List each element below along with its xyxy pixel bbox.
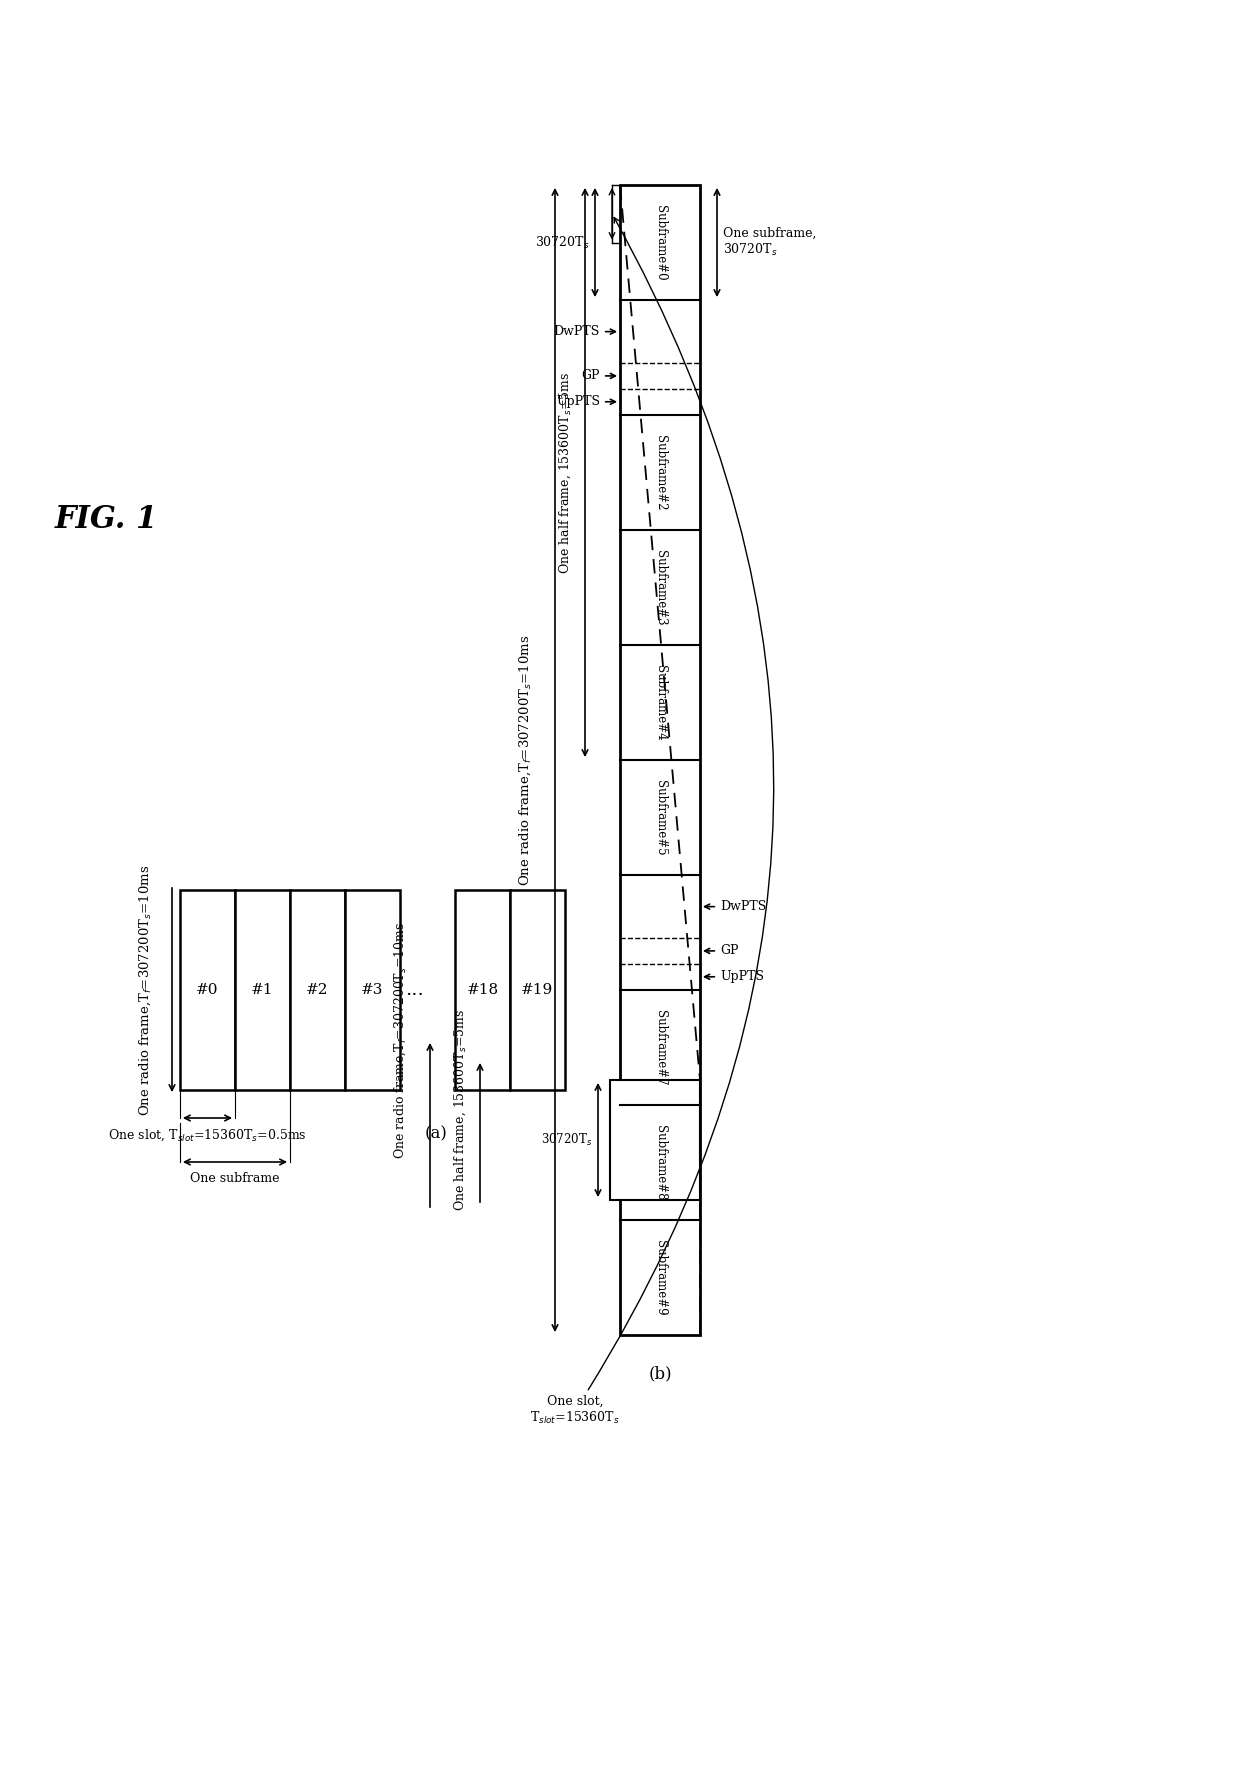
Text: DwPTS: DwPTS [704,901,766,913]
Bar [620,186,701,1334]
Text: UpPTS: UpPTS [704,970,764,983]
Text: DwPTS: DwPTS [554,325,615,339]
Bar [345,890,401,1090]
Bar [610,1079,701,1201]
Text: #19: #19 [521,983,553,997]
Text: UpPTS: UpPTS [556,396,615,409]
Text: Subframe#5: Subframe#5 [653,780,667,855]
Text: Subframe#4: Subframe#4 [653,665,667,740]
Text: #3: #3 [361,983,383,997]
Text: One half frame, 153600T$_s$=5ms: One half frame, 153600T$_s$=5ms [453,1010,467,1211]
Text: Subframe#9: Subframe#9 [653,1240,667,1315]
Text: GP: GP [704,944,739,958]
Text: Subframe#0: Subframe#0 [653,205,667,280]
Text: ...: ... [405,981,424,999]
Bar [510,890,565,1090]
Text: Subframe#2: Subframe#2 [653,435,667,510]
Text: One half frame, 153600T$_s$=5ms: One half frame, 153600T$_s$=5ms [557,371,573,574]
Text: #18: #18 [466,983,498,997]
Text: (a): (a) [425,1126,448,1142]
Text: GP: GP [582,369,615,382]
Bar [180,890,236,1090]
Text: One radio frame,T$_f$=307200T$_s$=10ms: One radio frame,T$_f$=307200T$_s$=10ms [517,635,533,885]
Text: #2: #2 [306,983,329,997]
Text: One radio frame,T$_f$=307200T$_s$=10ms: One radio frame,T$_f$=307200T$_s$=10ms [138,863,153,1115]
Text: 30720T$_s$: 30720T$_s$ [536,234,590,250]
Bar [290,890,345,1090]
Text: One slot, T$_{slot}$=15360T$_s$=0.5ms: One slot, T$_{slot}$=15360T$_s$=0.5ms [108,1127,306,1144]
Text: One slot,
T$_{slot}$=15360T$_s$: One slot, T$_{slot}$=15360T$_s$ [531,218,774,1427]
Text: One subframe: One subframe [190,1172,280,1185]
Text: #1: #1 [252,983,274,997]
Text: (b): (b) [649,1365,672,1383]
Text: Subframe#3: Subframe#3 [653,549,667,626]
Text: One subframe,
30720T$_s$: One subframe, 30720T$_s$ [723,227,816,259]
Text: One radio frame,T$_f$=307200T$_s$=10ms: One radio frame,T$_f$=307200T$_s$=10ms [392,921,408,1158]
Text: FIG. 1: FIG. 1 [55,505,159,535]
Text: #0: #0 [196,983,218,997]
Bar [236,890,290,1090]
Text: Subframe#8: Subframe#8 [653,1124,667,1201]
Bar [455,890,510,1090]
Text: Subframe#7: Subframe#7 [653,1010,667,1085]
Text: 30720T$_s$: 30720T$_s$ [541,1133,591,1149]
